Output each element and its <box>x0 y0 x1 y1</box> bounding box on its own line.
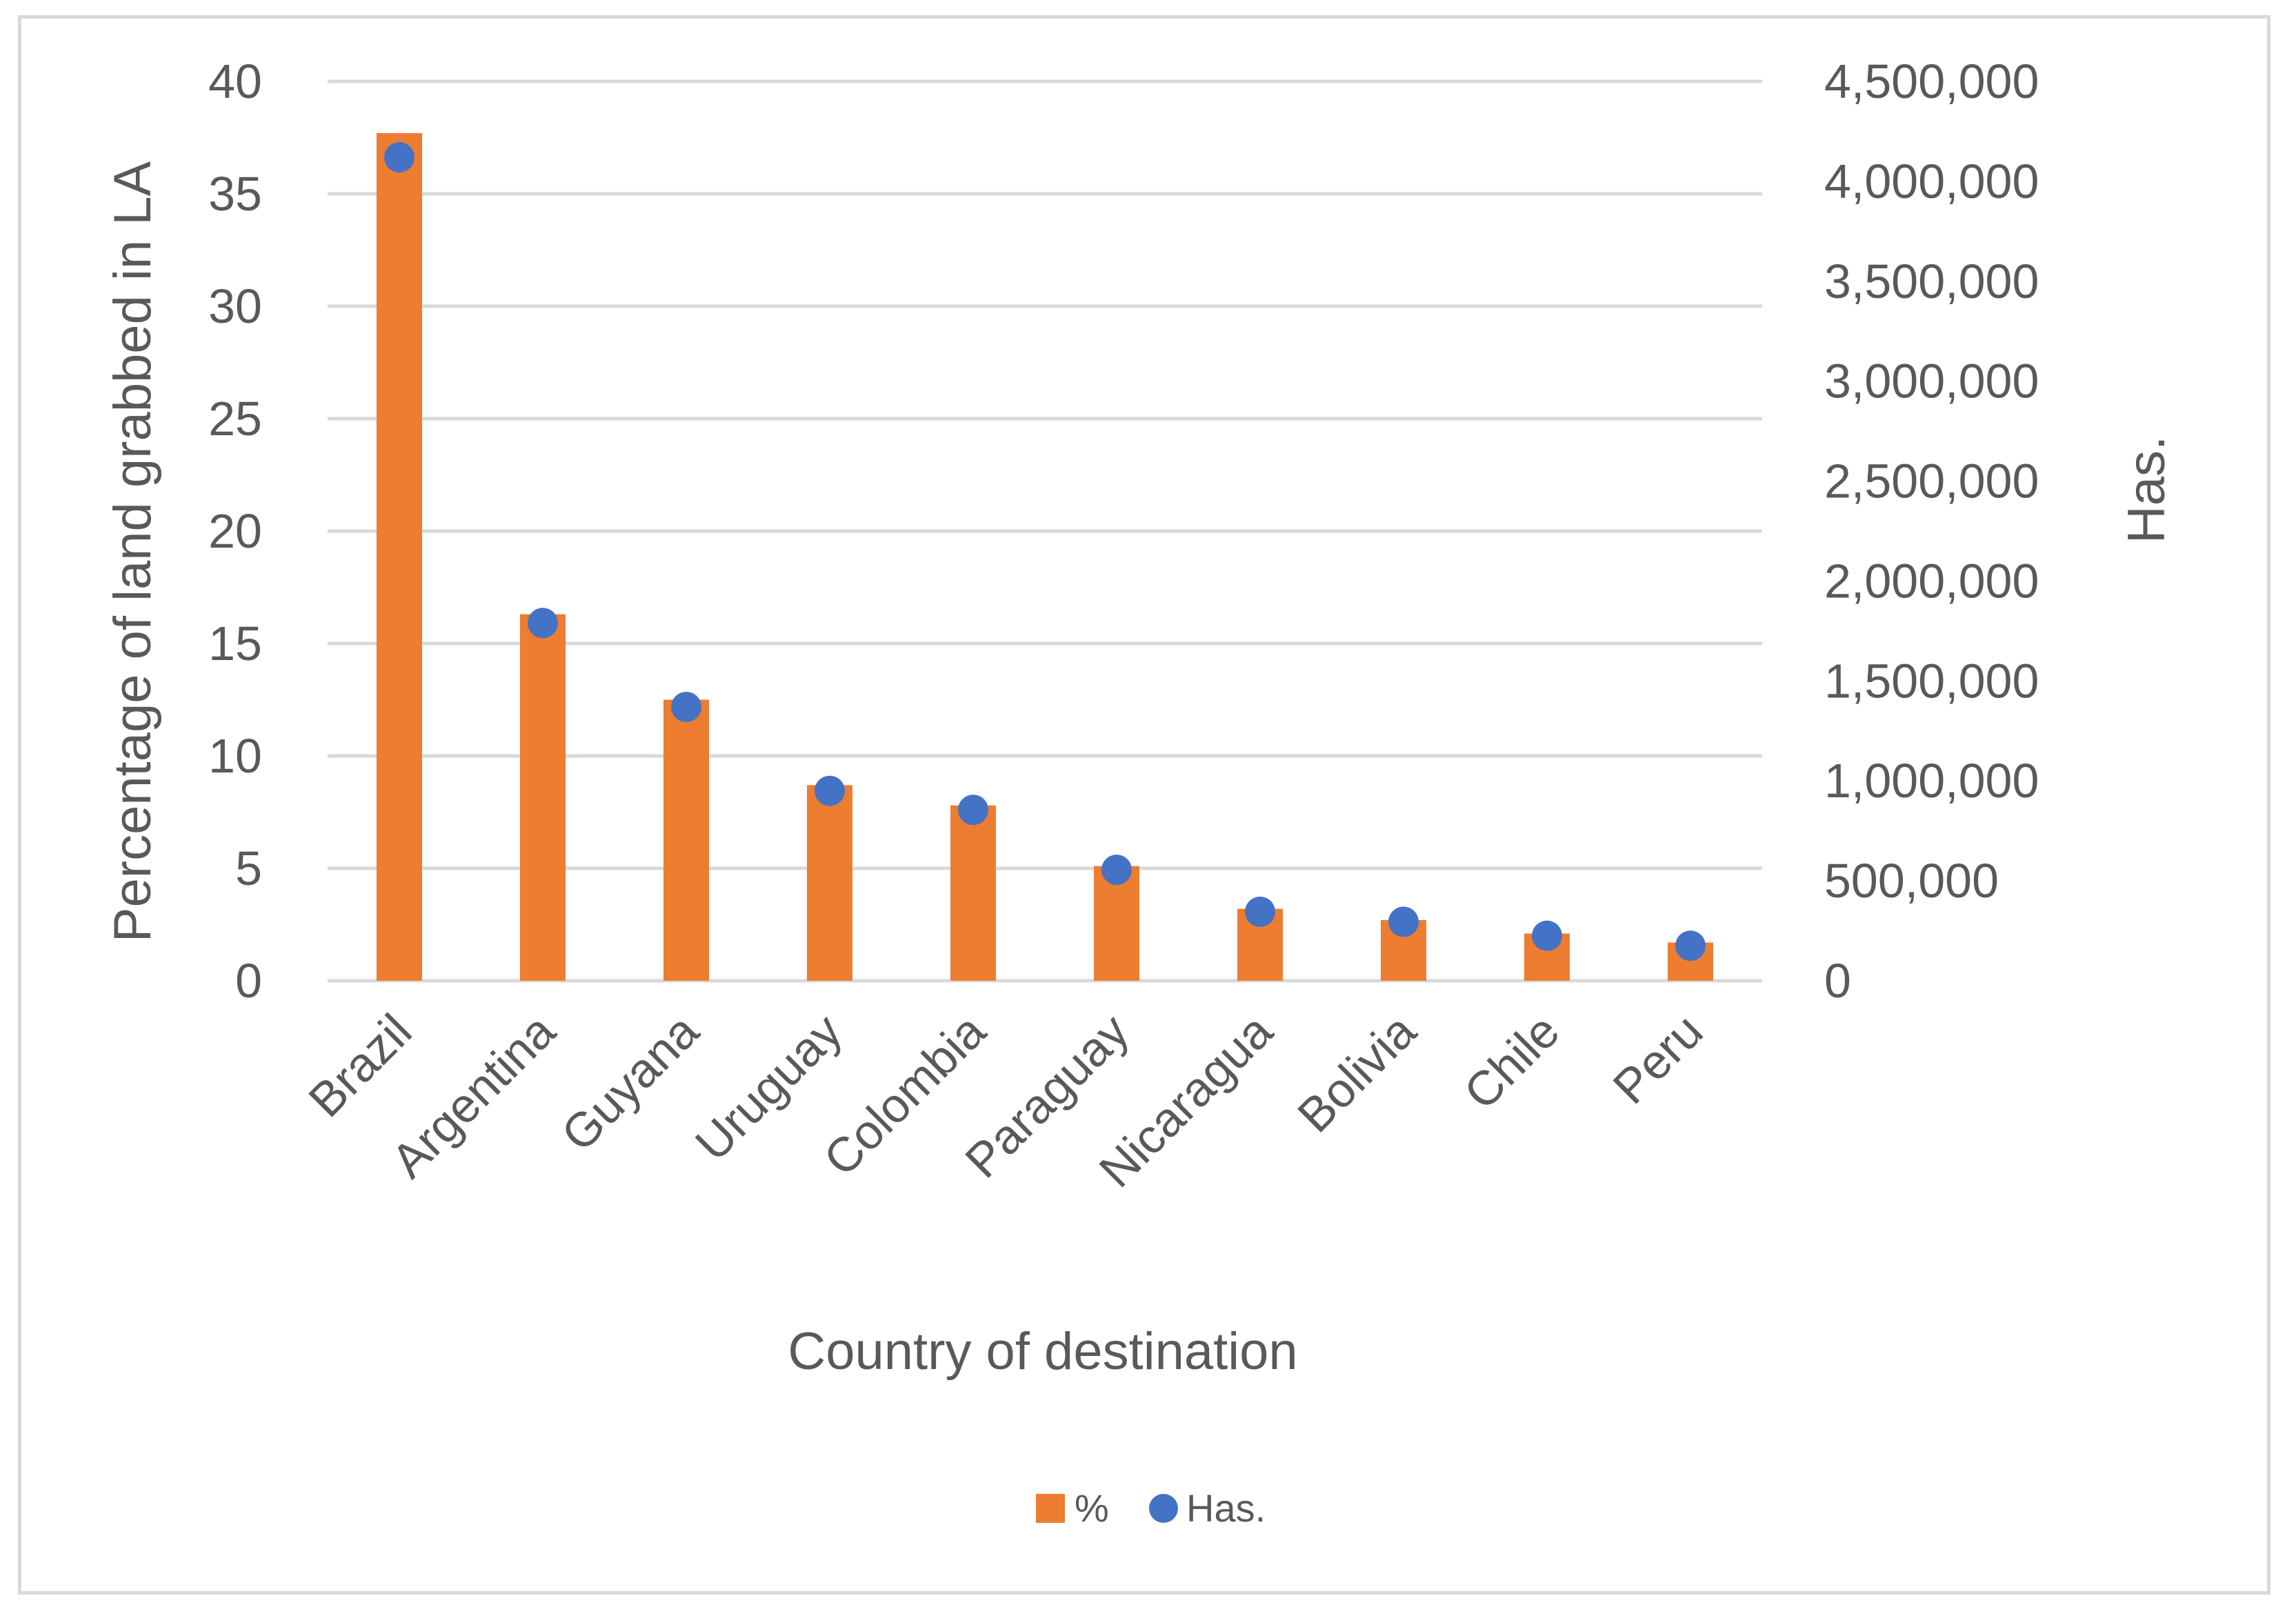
y-tick-label: 30 <box>208 279 262 333</box>
data-point <box>815 775 845 806</box>
legend-label-bar: % <box>1075 1486 1109 1530</box>
y2-tick-label: 4,000,000 <box>1824 154 2039 208</box>
x-tick-label: Guyana <box>551 1004 709 1161</box>
y2-tick-label: 0 <box>1824 954 1851 1008</box>
data-point <box>1245 897 1275 928</box>
point-series <box>384 142 1706 961</box>
x-tick-label: Bolivia <box>1288 1004 1426 1142</box>
y2-tick-label: 3,500,000 <box>1824 254 2039 308</box>
y2-tick-label: 1,500,000 <box>1824 654 2039 708</box>
x-axis-title: Country of destination <box>788 1322 1297 1381</box>
bar <box>1094 866 1139 981</box>
y-tick-label: 20 <box>208 504 262 558</box>
data-point <box>1101 855 1132 886</box>
data-point <box>528 608 558 639</box>
y-axis-title: Percentage of land grabbed in LA <box>103 161 162 943</box>
right-axis-ticks: 0 500,000 1,000,000 1,500,000 2,000,000 2,500… <box>1824 54 2039 1008</box>
y-tick-label: 15 <box>208 617 262 670</box>
y2-tick-label: 2,000,000 <box>1824 554 2039 608</box>
data-point <box>1532 920 1562 951</box>
y-tick-label: 40 <box>208 54 262 108</box>
y2-tick-label: 500,000 <box>1824 854 1999 908</box>
bar-series <box>377 132 1713 981</box>
data-point <box>1388 906 1419 937</box>
gridlines <box>328 79 1762 983</box>
data-point <box>384 142 415 173</box>
x-axis-ticks: BrazilArgentinaGuyanaUruguayColombiaPara… <box>299 1004 1713 1197</box>
y2-tick-label: 2,500,000 <box>1824 455 2039 508</box>
y-tick-label: 10 <box>208 729 262 783</box>
legend: % Has. <box>1036 1486 1266 1530</box>
y2-tick-label: 1,000,000 <box>1824 754 2039 808</box>
data-point <box>671 692 701 723</box>
data-point <box>1675 930 1706 961</box>
x-tick-label: Brazil <box>299 1004 422 1127</box>
left-axis-ticks: 0 5 10 15 20 25 30 35 40 <box>208 54 262 1008</box>
bar <box>807 785 852 981</box>
bar <box>663 699 709 981</box>
y-tick-label: 0 <box>235 954 262 1008</box>
data-point <box>958 795 988 826</box>
y-tick-label: 5 <box>235 841 262 895</box>
y2-axis-title: Has. <box>2117 436 2176 543</box>
y-tick-label: 25 <box>208 392 262 446</box>
x-tick-label: Chile <box>1454 1004 1570 1119</box>
y2-tick-label: 4,500,000 <box>1824 54 2039 108</box>
legend-swatch-bar <box>1036 1494 1065 1523</box>
legend-swatch-point <box>1149 1494 1178 1523</box>
x-tick-label: Peru <box>1603 1004 1713 1114</box>
bar <box>520 614 566 981</box>
bar <box>950 805 996 981</box>
legend-label-point: Has. <box>1186 1486 1266 1530</box>
y-tick-label: 35 <box>208 167 262 221</box>
bar <box>377 132 422 981</box>
y2-tick-label: 3,000,000 <box>1824 355 2039 408</box>
